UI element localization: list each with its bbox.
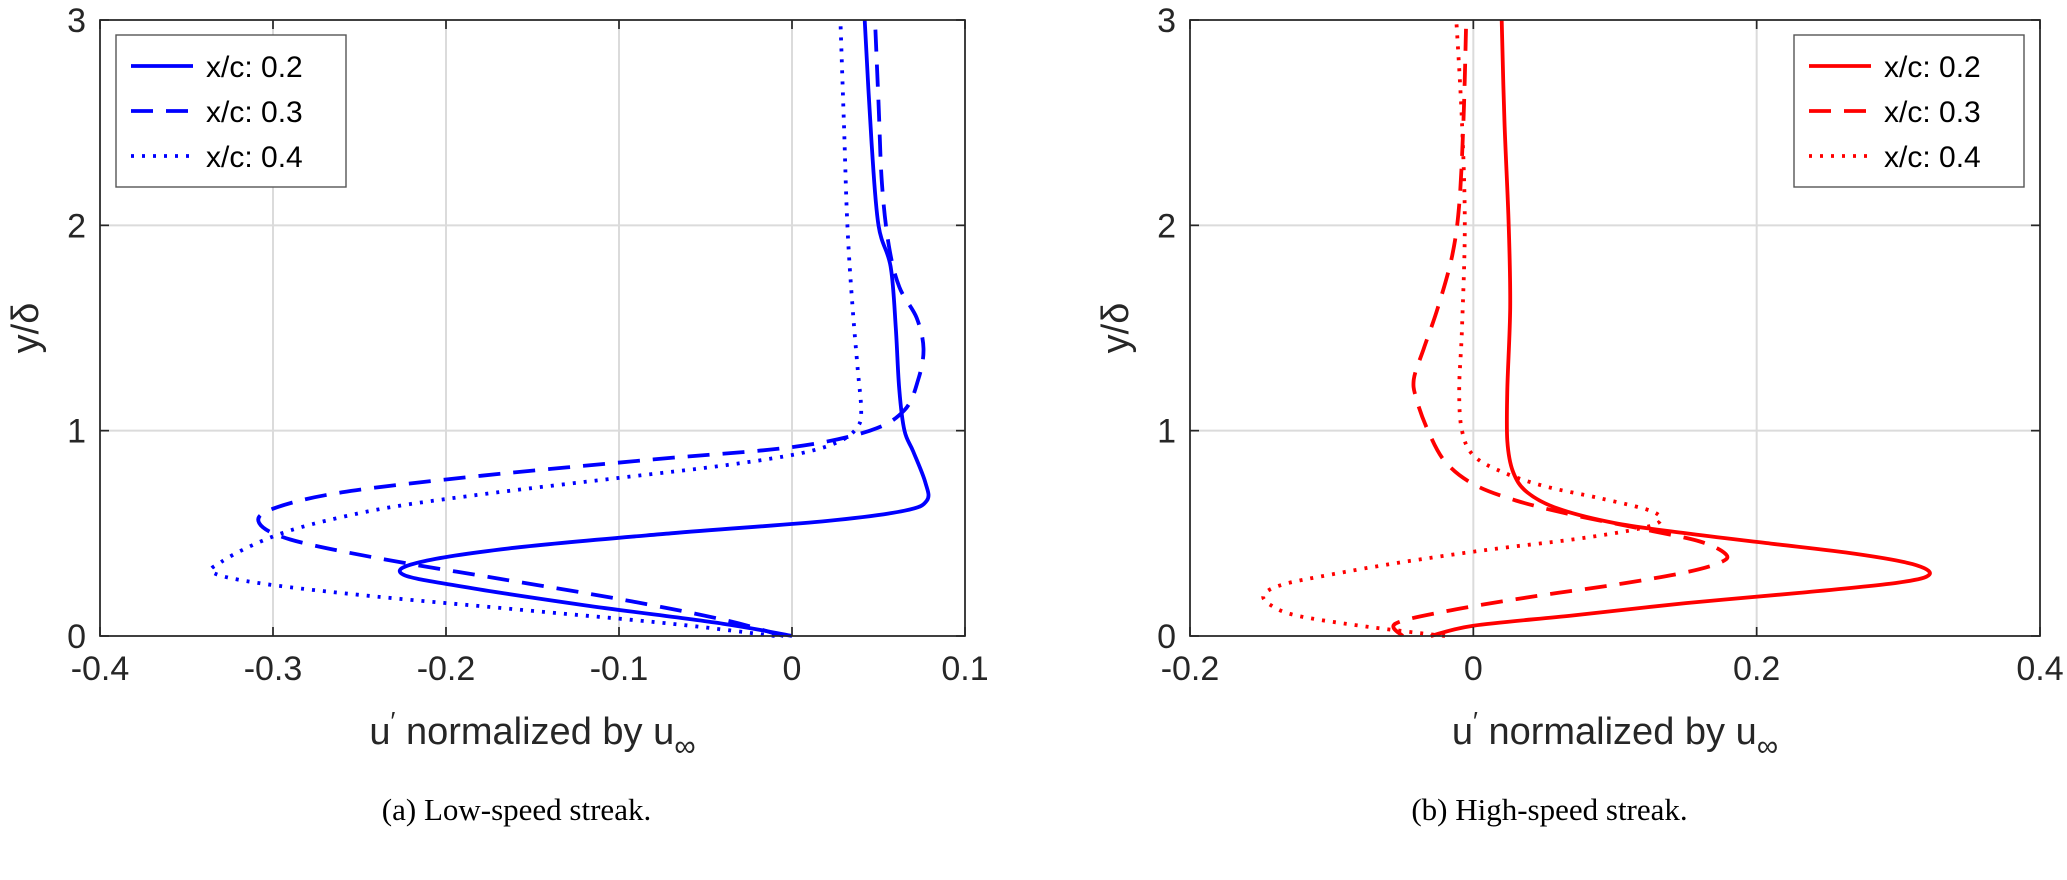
y-tick-label: 0 (1157, 618, 1176, 656)
axes-box (1189, 19, 2041, 637)
axes-box (99, 19, 966, 637)
x-axis-label: u′ normalized by u∞ (369, 706, 695, 763)
x-tick-label: 0.1 (941, 650, 988, 688)
x-tick-label: 0 (783, 650, 802, 688)
x-tick-label: -0.2 (417, 650, 476, 688)
legend-item-label: x/c: 0.4 (206, 141, 303, 174)
legend: x/c: 0.2 x/c: 0.3 x/c: 0.4 (115, 34, 347, 188)
series-line-solid (397, 19, 931, 638)
legend-box (115, 34, 347, 188)
y-axis-label: y/δ (5, 303, 47, 354)
tick-marks (99, 19, 966, 637)
legend-item-label: x/c: 0.3 (1884, 96, 1981, 129)
series-line-dashed (256, 19, 926, 638)
legend: x/c: 0.2 x/c: 0.3 x/c: 0.4 (1793, 34, 2025, 188)
tick-marks (1189, 19, 2041, 637)
y-tick-label: 1 (67, 413, 86, 451)
y-tick-label: 1 (1157, 413, 1176, 451)
panel-a: -0.4 -0.3 -0.2 -0.1 0 0.1 0 1 2 3 y/δ u′ normalized… (0, 0, 1033, 880)
legend-item-label: x/c: 0.3 (206, 96, 303, 129)
caption-a: (a) Low-speed streak. (381, 792, 652, 827)
x-tick-label: -0.2 (1161, 650, 1220, 688)
panel-b: -0.2 0 0.2 0.4 0 1 2 3 y/δ u′ normalized by u∞ x/c… (1033, 0, 2066, 880)
x-tick-label: 0.4 (2016, 650, 2063, 688)
caption-b: (b) High-speed streak. (1411, 792, 1688, 827)
legend-box (1793, 34, 2025, 188)
y-tick-label: 2 (1157, 207, 1176, 245)
x-tick-label: 0.2 (1733, 650, 1780, 688)
y-tick-label: 2 (67, 207, 86, 245)
y-tick-label: 3 (67, 2, 86, 40)
legend-item-label: x/c: 0.4 (1884, 141, 1981, 174)
series-line-dotted (1261, 19, 1664, 638)
series-line-solid (1430, 19, 1932, 638)
y-axis-label: y/δ (1095, 303, 1137, 354)
x-tick-label: 0 (1464, 650, 1483, 688)
legend-item-label: x/c: 0.2 (1884, 51, 1981, 84)
y-tick-label: 0 (67, 618, 86, 656)
series-line-dotted (208, 19, 864, 638)
series-line-dashed (1391, 19, 1730, 638)
y-tick-label: 3 (1157, 2, 1176, 40)
x-axis-label: u′ normalized by u∞ (1452, 706, 1778, 763)
legend-item-label: x/c: 0.2 (206, 51, 303, 84)
x-tick-label: -0.4 (71, 650, 130, 688)
x-tick-label: -0.1 (590, 650, 649, 688)
x-tick-label: -0.3 (244, 650, 303, 688)
chart-a-svg: -0.4 -0.3 -0.2 -0.1 0 0.1 0 1 2 3 y/δ u′ normalized… (5, 2, 989, 763)
